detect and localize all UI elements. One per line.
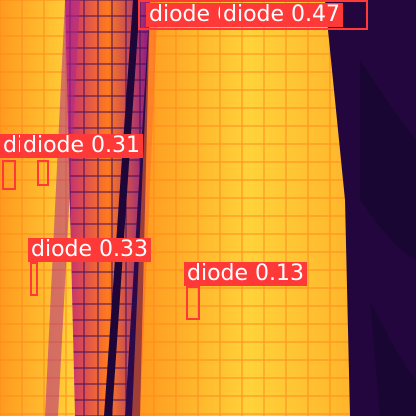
detection-box xyxy=(30,262,38,296)
detection-label: diode 0.47 xyxy=(220,3,343,27)
detection-label: diode 0.33 xyxy=(28,238,151,262)
detection-label: diode 0.13 xyxy=(184,262,307,286)
detection-box xyxy=(37,160,49,186)
detection-label: diode 0.31 xyxy=(20,134,143,158)
detection-box xyxy=(2,160,16,190)
detection-box xyxy=(186,286,200,320)
